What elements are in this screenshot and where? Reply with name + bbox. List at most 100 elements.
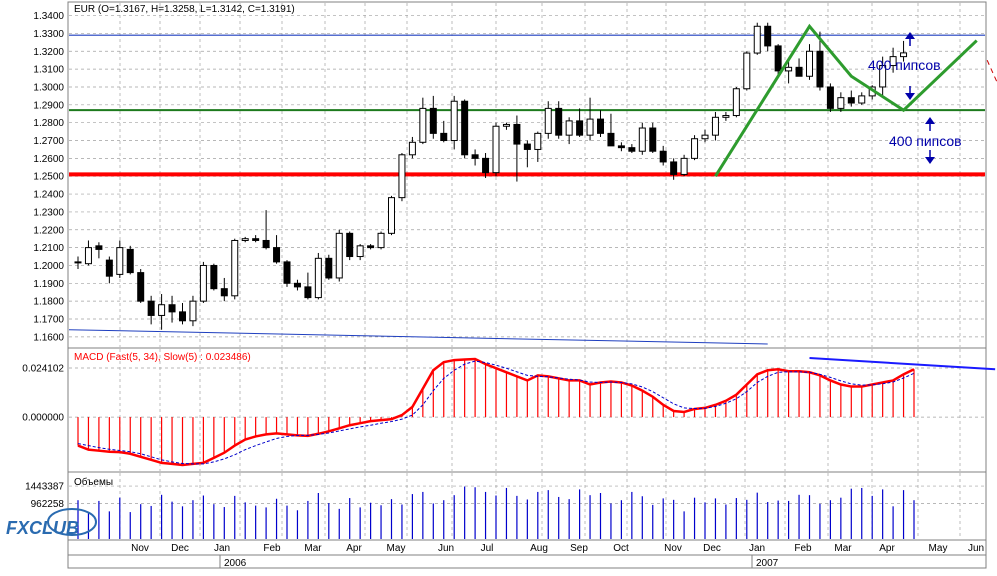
candle-body (523, 143, 531, 150)
candle-body (837, 97, 845, 109)
candle (74, 256, 82, 270)
x-tick-label: Aug (530, 543, 548, 554)
candle (816, 31, 824, 91)
candle-body (732, 88, 740, 117)
macd-layer (77, 357, 996, 467)
candle (711, 111, 719, 141)
candle-body (429, 107, 437, 134)
candle-body (576, 120, 584, 136)
candle (555, 101, 563, 139)
year-label: 2006 (224, 558, 247, 569)
candle-body (377, 232, 385, 249)
candle (544, 101, 552, 139)
candle-body (273, 247, 281, 263)
candle-body (419, 107, 427, 143)
candle (105, 256, 113, 284)
candle (262, 210, 270, 250)
candle (126, 245, 134, 275)
volume-tick-label: 962258 (31, 499, 65, 510)
candle-body (722, 115, 730, 118)
candle (95, 242, 103, 259)
candle (586, 97, 594, 141)
candle (273, 235, 281, 264)
candle-body (858, 95, 866, 104)
candle (785, 60, 793, 84)
volume-tick-label: 1443387 (25, 482, 64, 493)
macd-line (77, 357, 915, 467)
candle-body (617, 145, 625, 149)
candle (826, 83, 834, 112)
price-tick-label: 1.1800 (33, 297, 64, 308)
candle (116, 240, 124, 278)
candle-body (513, 123, 521, 145)
candle-body (84, 247, 92, 265)
candle (607, 113, 615, 147)
candle (147, 295, 155, 325)
price-tick-label: 1.2300 (33, 207, 64, 218)
candle-body (408, 141, 416, 156)
candle (638, 122, 646, 155)
x-tick-label: Dec (171, 543, 189, 554)
price-layer (68, 22, 997, 345)
x-tick-label: Jun (968, 543, 984, 554)
x-tick-label: Apr (346, 543, 362, 554)
macd-tick-label: 0.000000 (22, 413, 64, 424)
pattern-line (714, 23, 978, 178)
candle-body (628, 147, 636, 152)
candle-body (293, 282, 301, 288)
upper-arrow-up-icon (905, 32, 915, 46)
candle-body (826, 86, 834, 109)
upper-pips-label: 400 пипсов (868, 57, 941, 73)
fxclub-logo: FXCLUB (6, 508, 97, 538)
candle-body (638, 127, 646, 152)
candle-body (534, 132, 542, 150)
candle (158, 294, 166, 330)
price-tick-label: 1.3400 (33, 11, 64, 22)
candle-body (126, 248, 134, 274)
price-tick-label: 1.2400 (33, 190, 64, 201)
trend-line (68, 329, 768, 345)
price-tick-label: 1.2100 (33, 243, 64, 254)
candle (597, 110, 604, 137)
x-tick-label: May (929, 543, 948, 554)
candle-body (659, 150, 667, 163)
price-tick-label: 1.3300 (33, 29, 64, 40)
candle-body (471, 154, 479, 159)
lower-pips-label: 400 пипсов (889, 133, 962, 149)
price-legend: EUR (O=1.3167, H=1.3258, L=1.3142, C=1.3… (74, 4, 295, 15)
candle (523, 140, 531, 168)
x-tick-label: Mar (834, 543, 852, 554)
candle-body (168, 304, 176, 313)
candle-body (304, 286, 312, 299)
x-tick-label: Jan (749, 543, 765, 554)
candle (241, 236, 249, 243)
candle (659, 145, 667, 166)
x-tick-label: Mar (304, 543, 322, 554)
candle-body (147, 300, 155, 316)
candle-body (544, 107, 552, 134)
candle-body (816, 50, 824, 88)
candle (199, 261, 207, 303)
candle-body (356, 245, 364, 258)
x-tick-label: Nov (131, 543, 149, 554)
candle-body (492, 125, 500, 174)
candle (231, 238, 239, 300)
candle (502, 122, 510, 130)
candle (388, 195, 395, 236)
candle-body (461, 100, 469, 156)
candle-body (482, 157, 490, 174)
candle (429, 95, 437, 139)
candle (450, 95, 458, 150)
candle (304, 272, 312, 300)
x-tick-label: Apr (879, 543, 895, 554)
candle-body (900, 52, 908, 58)
candle-body (116, 247, 124, 275)
candle-body (179, 311, 186, 322)
candle (743, 51, 751, 91)
candle (691, 135, 699, 161)
candle-body (189, 300, 197, 322)
candle (628, 144, 636, 154)
candle-body (283, 261, 291, 284)
candle-body (889, 56, 897, 67)
